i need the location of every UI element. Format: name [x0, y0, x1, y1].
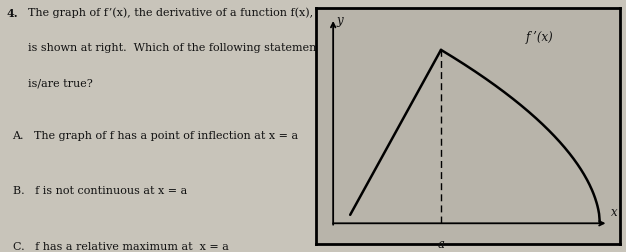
Text: A.   The graph of f has a point of inflection at x = a: A. The graph of f has a point of inflect…	[13, 131, 299, 141]
Text: C.   f has a relative maximum at  x = a: C. f has a relative maximum at x = a	[13, 242, 228, 252]
Text: f ’(x): f ’(x)	[526, 31, 554, 44]
Text: is/are true?: is/are true?	[28, 78, 93, 88]
Text: 4.: 4.	[6, 8, 18, 19]
Text: y: y	[336, 14, 342, 27]
Text: The graph of f’(x), the derivative of a function f(x),: The graph of f’(x), the derivative of a …	[28, 8, 313, 18]
Text: a: a	[438, 238, 444, 251]
Text: B.   f is not continuous at x = a: B. f is not continuous at x = a	[13, 186, 187, 197]
Text: is shown at right.  Which of the following statements: is shown at right. Which of the followin…	[28, 43, 327, 53]
Text: x: x	[611, 206, 618, 219]
